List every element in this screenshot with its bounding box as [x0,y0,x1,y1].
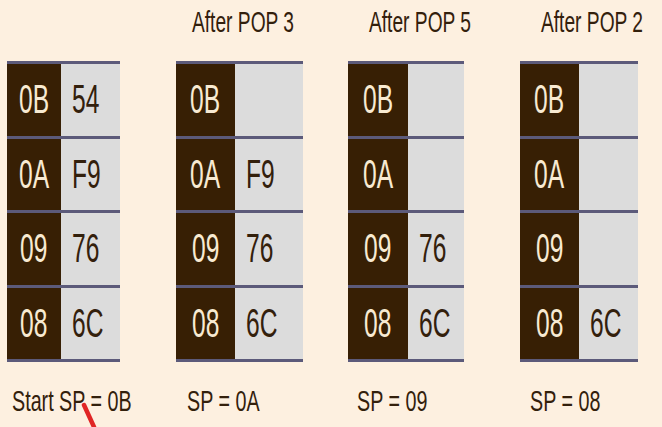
column-header-after-pop-2: After POP 2 [528,7,656,37]
address-label: 09 [536,228,563,269]
sp-caption-after-pop-2: SP = 08 [530,386,600,416]
stack-row: 0A F9 [7,139,120,214]
stack-row: 09 76 [348,213,464,288]
stack-row: 08 6C [520,288,638,363]
address-label: 09 [364,228,391,269]
value-label: 6C [419,303,450,344]
stack-table-after-pop-5: 0B 0A 09 76 08 6C [348,61,464,362]
value-cell: 76 [408,213,464,285]
value-cell [408,64,464,136]
stack-row: 08 6C [7,288,120,363]
address-label: 0A [19,154,49,195]
stack-row: 08 6C [176,288,303,363]
address-label: 0A [534,154,564,195]
address-label: 0A [363,154,393,195]
column-header-after-pop-3: After POP 3 [179,7,307,37]
stack-row: 0B [348,64,464,139]
address-cell: 0A [7,139,61,211]
address-cell: 0B [176,64,235,136]
address-cell: 08 [176,288,235,360]
value-cell: 76 [235,213,303,285]
address-cell: 09 [348,213,408,285]
value-cell: 6C [61,288,120,360]
value-cell: 6C [408,288,464,360]
address-cell: 0A [520,139,579,211]
value-label: 6C [72,303,103,344]
sp-caption-after-pop-5: SP = 09 [357,386,427,416]
address-cell: 08 [7,288,61,360]
stack-row: 0A [520,139,638,214]
stack-table-after-pop-3: 0B 0A F9 09 76 08 6C [176,61,303,362]
address-label: 0B [363,79,393,120]
stack-row: 0B [176,64,303,139]
stack-table-start: 0B 54 0A F9 09 76 08 6C [7,61,120,362]
sp-caption-after-pop-3: SP = 0A [187,386,260,416]
value-label: 6C [590,303,621,344]
value-cell [579,64,638,136]
sp-caption-start: Start SP = 0B [12,386,132,416]
address-label: 08 [20,303,47,344]
value-cell: 6C [579,288,638,360]
stack-row: 0B [520,64,638,139]
value-cell [235,64,303,136]
value-cell: 54 [61,64,120,136]
address-cell: 09 [7,213,61,285]
value-cell [579,139,638,211]
address-cell: 0B [520,64,579,136]
address-cell: 09 [520,213,579,285]
address-cell: 0B [348,64,408,136]
stack-row: 09 76 [7,213,120,288]
column-header-after-pop-5: After POP 5 [356,7,484,37]
address-label: 0A [190,154,220,195]
value-label: 6C [246,303,277,344]
value-cell: F9 [61,139,120,211]
stack-row: 08 6C [348,288,464,363]
address-cell: 08 [520,288,579,360]
value-label: F9 [72,154,101,195]
stack-row: 09 [520,213,638,288]
address-cell: 0A [348,139,408,211]
stack-pop-diagram: After POP 3 After POP 5 After POP 2 0B 5… [0,0,662,427]
value-label: F9 [246,154,275,195]
address-label: 09 [20,228,47,269]
address-label: 08 [364,303,391,344]
address-label: 09 [192,228,219,269]
address-cell: 0A [176,139,235,211]
address-label: 0B [190,79,220,120]
value-label: 54 [72,79,99,120]
address-cell: 08 [348,288,408,360]
value-label: 76 [419,228,446,269]
value-label: 76 [72,228,99,269]
value-cell: F9 [235,139,303,211]
address-label: 08 [192,303,219,344]
value-cell [408,139,464,211]
stack-row: 09 76 [176,213,303,288]
address-cell: 09 [176,213,235,285]
stack-row: 0A F9 [176,139,303,214]
stack-row: 0B 54 [7,64,120,139]
address-label: 0B [19,79,49,120]
value-cell: 6C [235,288,303,360]
address-cell: 0B [7,64,61,136]
address-label: 0B [534,79,564,120]
value-label: 76 [246,228,273,269]
value-cell: 76 [61,213,120,285]
stack-row: 0A [348,139,464,214]
stack-table-after-pop-2: 0B 0A 09 08 6C [520,61,638,362]
address-label: 08 [536,303,563,344]
value-cell [579,213,638,285]
